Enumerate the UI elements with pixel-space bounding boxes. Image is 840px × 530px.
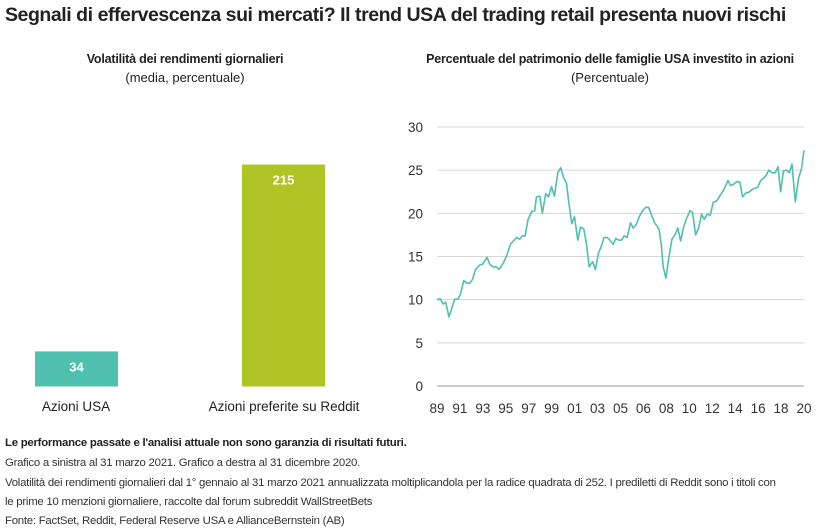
x-tick-label: 97: [521, 401, 536, 416]
bar-0: [35, 351, 118, 387]
x-tick-label: 10: [682, 401, 697, 416]
x-tick-label: 08: [659, 401, 674, 416]
x-tick-label: 05: [613, 401, 628, 416]
line-chart-title: Percentuale del patrimonio delle famigli…: [426, 52, 794, 66]
bar-chart-subtitle: (media, percentuale): [125, 70, 245, 85]
source-note: Fonte: FactSet, Reddit, Federal Reserve …: [5, 515, 345, 527]
x-tick-label: 20: [796, 401, 811, 416]
x-tick-label: 18: [774, 401, 789, 416]
y-tick-label: 5: [415, 336, 423, 351]
x-tick-label: 06: [636, 401, 651, 416]
disclaimer: Le performance passate e l'analisi attua…: [5, 437, 407, 449]
bar-1: [242, 164, 325, 387]
footnote-dates: Grafico a sinistra al 31 marzo 2021. Gra…: [5, 457, 361, 469]
y-tick-label: 15: [408, 250, 423, 265]
bar-category-label: Azioni preferite su Reddit: [209, 399, 360, 414]
line-chart-subtitle: (Percentuale): [570, 70, 650, 85]
series-line: [436, 150, 805, 318]
x-tick-label: 12: [705, 401, 720, 416]
x-tick-label: 95: [498, 401, 513, 416]
line-chart-header: Percentuale del patrimonio delle famigli…: [380, 52, 840, 85]
y-tick-label: 30: [408, 120, 423, 135]
bar-data-label: 215: [273, 173, 295, 188]
x-tick-label: 01: [567, 401, 582, 416]
footnote-method-cont: le prime 10 menzioni giornaliere, raccol…: [5, 496, 373, 508]
x-tick-label: 93: [475, 401, 490, 416]
bar-category-label: Azioni USA: [42, 399, 110, 414]
bar-chart-title: Volatilità dei rendimenti giornalieri: [86, 52, 284, 66]
y-tick-label: 10: [408, 293, 423, 308]
y-tick-label: 0: [415, 379, 423, 394]
y-tick-label: 25: [408, 163, 423, 178]
bar-data-label: 34: [69, 359, 84, 374]
x-tick-label: 14: [728, 401, 744, 416]
footnote-method: Volatilità dei rendimenti giornalieri da…: [5, 477, 776, 489]
x-tick-label: 89: [429, 401, 444, 416]
y-tick-label: 20: [408, 206, 423, 221]
x-tick-label: 16: [751, 401, 766, 416]
x-tick-label: 91: [452, 401, 467, 416]
x-tick-label: 99: [544, 401, 559, 416]
bar-chart-header: Volatilità dei rendimenti giornalieri (m…: [0, 52, 370, 85]
page-title: Segnali di effervescenza sui mercati? Il…: [5, 4, 786, 26]
x-tick-label: 03: [590, 401, 605, 416]
